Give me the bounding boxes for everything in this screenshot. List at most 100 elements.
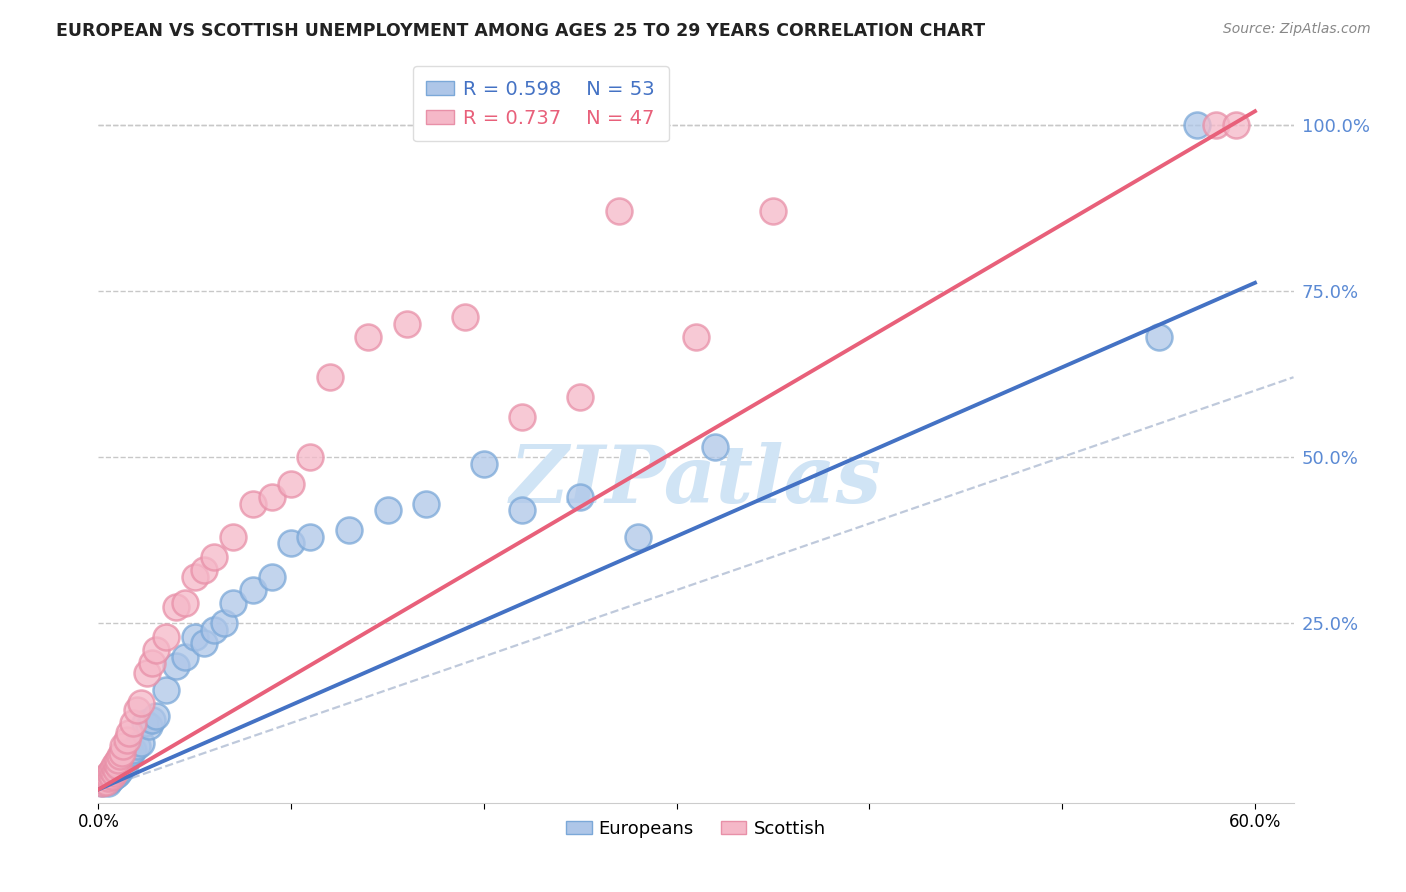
Point <box>98 765 121 780</box>
Text: Source: ZipAtlas.com: Source: ZipAtlas.com <box>1223 22 1371 37</box>
Point <box>242 582 264 597</box>
Point <box>319 370 342 384</box>
Point <box>91 776 114 790</box>
Point <box>108 749 131 764</box>
Point <box>222 596 245 610</box>
Point <box>1225 118 1247 132</box>
Point <box>337 523 360 537</box>
Point <box>685 330 707 344</box>
Point <box>1205 118 1227 132</box>
Point <box>97 769 120 783</box>
Point <box>415 497 437 511</box>
Point <box>184 630 207 644</box>
Point <box>138 719 160 733</box>
Point <box>103 759 125 773</box>
Point <box>704 440 727 454</box>
Point <box>145 643 167 657</box>
Point <box>97 771 120 785</box>
Point <box>512 503 534 517</box>
Point <box>129 736 152 750</box>
Text: ZIPatlas: ZIPatlas <box>510 442 882 520</box>
Point <box>94 772 117 787</box>
Point <box>93 774 115 789</box>
Point <box>104 763 127 777</box>
Point <box>174 596 197 610</box>
Point <box>108 763 131 777</box>
Point <box>103 765 125 780</box>
Point <box>97 768 120 782</box>
Point <box>569 490 592 504</box>
Point <box>112 739 135 754</box>
Point <box>1147 330 1170 344</box>
Point <box>117 732 139 747</box>
Point <box>122 716 145 731</box>
Point <box>129 696 152 710</box>
Point <box>607 204 630 219</box>
Point <box>174 649 197 664</box>
Point <box>103 769 125 783</box>
Point <box>101 763 124 777</box>
Point <box>104 768 127 782</box>
Point <box>141 713 163 727</box>
Point <box>280 476 302 491</box>
Point <box>280 536 302 550</box>
Point <box>1185 118 1208 132</box>
Point <box>107 765 129 780</box>
Text: EUROPEAN VS SCOTTISH UNEMPLOYMENT AMONG AGES 25 TO 29 YEARS CORRELATION CHART: EUROPEAN VS SCOTTISH UNEMPLOYMENT AMONG … <box>56 22 986 40</box>
Point <box>107 759 129 773</box>
Point <box>101 771 124 785</box>
Legend: Europeans, Scottish: Europeans, Scottish <box>560 813 832 845</box>
Point <box>145 709 167 723</box>
Point <box>107 759 129 773</box>
Point <box>117 750 139 764</box>
Point <box>108 756 131 770</box>
Point <box>242 497 264 511</box>
Point <box>101 765 124 780</box>
Point <box>299 530 322 544</box>
Point <box>110 746 132 760</box>
Point <box>165 659 187 673</box>
Point <box>91 776 114 790</box>
Point <box>107 753 129 767</box>
Point <box>569 390 592 404</box>
Point <box>141 656 163 670</box>
Point <box>184 570 207 584</box>
Point <box>103 764 125 778</box>
Point <box>377 503 399 517</box>
Point <box>135 666 157 681</box>
Point <box>222 530 245 544</box>
Point <box>104 763 127 777</box>
Point <box>155 682 177 697</box>
Point <box>125 739 148 754</box>
Point <box>98 768 121 782</box>
Point <box>114 757 136 772</box>
Point <box>395 317 418 331</box>
Point <box>98 772 121 787</box>
Point <box>125 703 148 717</box>
Point <box>193 563 215 577</box>
Point <box>357 330 380 344</box>
Point <box>299 450 322 464</box>
Point <box>97 776 120 790</box>
Point <box>193 636 215 650</box>
Point <box>202 549 225 564</box>
Point <box>212 616 235 631</box>
Point <box>472 457 495 471</box>
Point <box>118 726 141 740</box>
Point <box>762 204 785 219</box>
Point <box>93 772 115 787</box>
Point <box>101 769 124 783</box>
Point <box>110 759 132 773</box>
Point <box>165 599 187 614</box>
Point <box>453 310 475 325</box>
Point <box>122 742 145 756</box>
Point <box>260 570 283 584</box>
Point <box>120 746 142 760</box>
Point <box>134 716 156 731</box>
Point <box>94 774 117 789</box>
Point <box>155 630 177 644</box>
Point <box>112 753 135 767</box>
Point <box>512 410 534 425</box>
Point <box>202 623 225 637</box>
Point <box>260 490 283 504</box>
